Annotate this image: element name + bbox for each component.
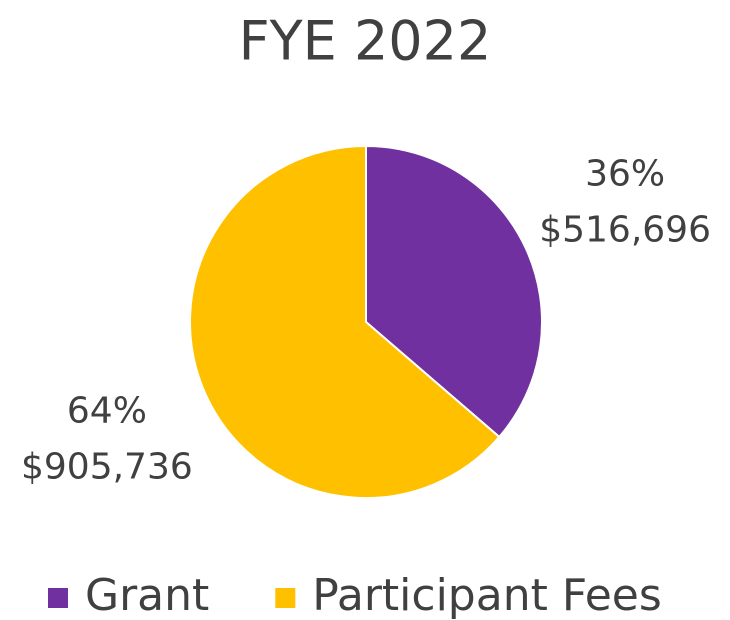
percent-label: 64%: [67, 391, 147, 432]
value-label: $905,736: [21, 447, 193, 488]
percent-label: 36%: [585, 153, 665, 194]
legend-swatch: [48, 588, 68, 608]
legend-label: Grant: [85, 570, 209, 620]
pie-slice: [365, 144, 543, 439]
value-label: $516,696: [539, 209, 711, 250]
legend-label: Participant Fees: [312, 570, 662, 620]
chart-title: FYE 2022: [239, 10, 492, 73]
pie-slice: [189, 144, 501, 499]
legend-swatch: [275, 588, 296, 608]
